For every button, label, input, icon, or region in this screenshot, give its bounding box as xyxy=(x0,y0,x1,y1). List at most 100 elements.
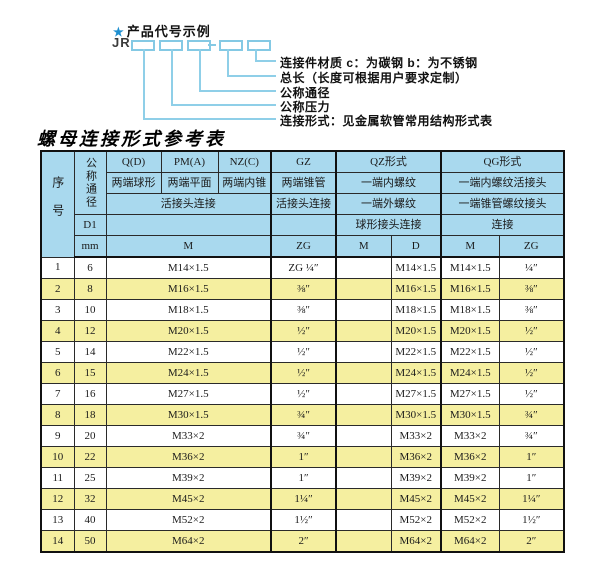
label-nominal-diameter: 公称通径 xyxy=(280,86,331,100)
cell-gz: ZG ¼″ xyxy=(270,256,337,279)
cell-dn: 15 xyxy=(73,362,107,384)
cell-qz-d: M52×2 xyxy=(390,509,442,531)
cell-gz: 1½″ xyxy=(270,509,337,531)
cell-qz-m xyxy=(335,341,392,363)
table-row: 4 12 M20×1.5 ½″ M20×1.5 M20×1.5 ½″ xyxy=(40,320,565,342)
cell-seq: 5 xyxy=(40,341,75,363)
code-box-5 xyxy=(247,40,271,51)
header-d1: D1 xyxy=(73,214,107,236)
cell-qz-d: M20×1.5 xyxy=(390,320,442,342)
cell-qz-d: M45×2 xyxy=(390,488,442,510)
cell-qz-m xyxy=(335,404,392,426)
table-header: 序号 公称通径 Q(D) PM(A) NZ(C) GZ QZ形式 QG形式 两端… xyxy=(40,150,565,258)
table-title: 螺母连接形式参考表 xyxy=(37,129,226,149)
header-group-nz: NZ(C) xyxy=(217,150,272,173)
header-desc2-qz: 一端外螺纹 xyxy=(335,193,442,215)
cell-m: M36×2 xyxy=(105,446,272,468)
cell-seq: 1 xyxy=(40,256,75,279)
label-total-length: 总长（长度可根据用户要求定制） xyxy=(280,71,468,85)
cell-qg-m: M64×2 xyxy=(440,530,500,553)
cell-qg-m: M24×1.5 xyxy=(440,362,500,384)
cell-gz: 1¼″ xyxy=(270,488,337,510)
leader-line xyxy=(171,49,173,106)
cell-seq: 14 xyxy=(40,530,75,553)
cell-qz-d: M30×1.5 xyxy=(390,404,442,426)
cell-qg-zg: 2″ xyxy=(498,530,565,553)
header-conn-qz: 球形接头连接 xyxy=(335,214,442,236)
header-group-pm: PM(A) xyxy=(160,150,219,173)
cell-qz-d: M33×2 xyxy=(390,425,442,447)
cell-qg-zg: ¾″ xyxy=(498,404,565,426)
header-dn: 公称通径 xyxy=(73,150,107,215)
cell-qz-m xyxy=(335,299,392,321)
label-connection-form: 连接形式：见金属软管常用结构形式表 xyxy=(280,114,493,128)
cell-qg-zg: 1½″ xyxy=(498,509,565,531)
header-unit-m: M xyxy=(105,235,272,258)
cell-seq: 11 xyxy=(40,467,75,489)
cell-gz: ½″ xyxy=(270,320,337,342)
cell-qg-m: M16×1.5 xyxy=(440,278,500,300)
cell-qg-zg: 1″ xyxy=(498,446,565,468)
header-conn-qpmnz: 活接头连接 xyxy=(105,193,272,215)
cell-qz-d: M18×1.5 xyxy=(390,299,442,321)
cell-qz-d: M64×2 xyxy=(390,530,442,553)
header-unit-gz-zg: ZG xyxy=(270,235,337,258)
cell-qg-zg: ¾″ xyxy=(498,425,565,447)
header-unit-qg-m: M xyxy=(440,235,500,258)
cell-qg-zg: ½″ xyxy=(498,341,565,363)
cell-m: M22×1.5 xyxy=(105,341,272,363)
leader-line xyxy=(199,90,276,92)
header-empty-qpmnz xyxy=(105,214,272,236)
header-desc-pm: 两端平面 xyxy=(160,172,219,194)
cell-dn: 14 xyxy=(73,341,107,363)
leader-line xyxy=(255,60,276,62)
cell-dn: 12 xyxy=(73,320,107,342)
cell-gz: ⅜″ xyxy=(270,278,337,300)
header-desc2-qg: 一端锥管螺纹接头 xyxy=(440,193,565,215)
cell-dn: 50 xyxy=(73,530,107,553)
cell-qg-m: M33×2 xyxy=(440,425,500,447)
header-desc-q: 两端球形 xyxy=(105,172,162,194)
header-mm: mm xyxy=(73,235,107,258)
table-row: 5 14 M22×1.5 ½″ M22×1.5 M22×1.5 ½″ xyxy=(40,341,565,363)
header-dn-label: 公称通径 xyxy=(84,157,97,209)
cell-seq: 2 xyxy=(40,278,75,300)
diagram-title: ★ 产品代号示例 xyxy=(113,21,211,40)
header-desc-qg: 一端内螺纹活接头 xyxy=(440,172,565,194)
product-code-prefix: JR xyxy=(112,35,131,50)
cell-dn: 25 xyxy=(73,467,107,489)
leader-line xyxy=(255,49,257,62)
table-row: 8 18 M30×1.5 ¾″ M30×1.5 M30×1.5 ¾″ xyxy=(40,404,565,426)
cell-dn: 18 xyxy=(73,404,107,426)
table-body: 1 6 M14×1.5 ZG ¼″ M14×1.5 M14×1.5 ¼″ 2 8 M16×1.5 ⅜… xyxy=(40,256,565,553)
cell-m: M33×2 xyxy=(105,425,272,447)
cell-dn: 22 xyxy=(73,446,107,468)
table-row: 14 50 M64×2 2″ M64×2 M64×2 2″ xyxy=(40,530,565,553)
cell-qg-zg: ⅜″ xyxy=(498,278,565,300)
cell-dn: 40 xyxy=(73,509,107,531)
cell-qz-d: M39×2 xyxy=(390,467,442,489)
cell-qg-zg: ½″ xyxy=(498,320,565,342)
cell-qz-m xyxy=(335,362,392,384)
cell-gz: ½″ xyxy=(270,383,337,405)
table-row: 12 32 M45×2 1¼″ M45×2 M45×2 1¼″ xyxy=(40,488,565,510)
cell-gz: 1″ xyxy=(270,446,337,468)
cell-qg-m: M39×2 xyxy=(440,467,500,489)
cell-m: M16×1.5 xyxy=(105,278,272,300)
cell-qz-d: M22×1.5 xyxy=(390,341,442,363)
cell-seq: 13 xyxy=(40,509,75,531)
header-group-qg: QG形式 xyxy=(440,150,565,173)
cell-qz-m xyxy=(335,425,392,447)
cell-qg-m: M22×1.5 xyxy=(440,341,500,363)
code-dash xyxy=(208,44,216,46)
cell-gz: ¾″ xyxy=(270,404,337,426)
header-unit-qz-m: M xyxy=(335,235,392,258)
label-material: 连接件材质 c：为碳钢 b：为不锈钢 xyxy=(280,56,478,70)
cell-m: M14×1.5 xyxy=(105,256,272,279)
cell-qz-m xyxy=(335,509,392,531)
cell-qz-d: M27×1.5 xyxy=(390,383,442,405)
cell-m: M30×1.5 xyxy=(105,404,272,426)
cell-gz: ¾″ xyxy=(270,425,337,447)
cell-qz-m xyxy=(335,530,392,553)
cell-qg-m: M14×1.5 xyxy=(440,256,500,279)
